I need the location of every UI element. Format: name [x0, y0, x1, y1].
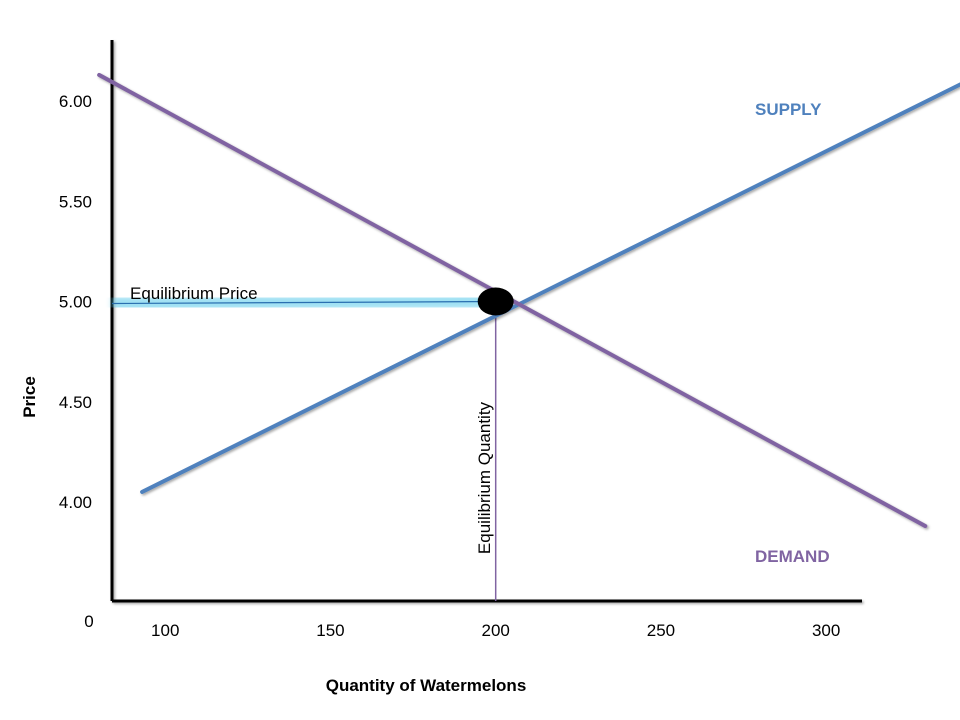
- x-tick-label: 150: [316, 621, 344, 640]
- equilibrium-price-guide: [111, 300, 496, 305]
- supply-label: SUPPLY: [755, 100, 822, 119]
- x-axis-title: Quantity of Watermelons: [326, 676, 527, 695]
- x-tick-label: 300: [812, 621, 840, 640]
- y-axis-title: Price: [20, 376, 39, 418]
- y-tick-label: 5.00: [59, 293, 92, 312]
- equilibrium-price-label: Equilibrium Price: [130, 284, 258, 303]
- x-tick-label: 250: [647, 621, 675, 640]
- x-tick-label: 100: [151, 621, 179, 640]
- y-tick-label: 5.50: [59, 192, 92, 211]
- y-tick-label: 4.00: [59, 493, 92, 512]
- demand-label: DEMAND: [755, 547, 830, 566]
- supply-line: [140, 82, 960, 494]
- equilibrium-quantity-label: Equilibrium Quantity: [475, 401, 494, 554]
- origin-label: 0: [84, 612, 93, 631]
- x-tick-label: 200: [482, 621, 510, 640]
- equilibrium-point: [477, 287, 514, 316]
- y-tick-label: 4.50: [59, 393, 92, 412]
- y-tick-label: 6.00: [59, 92, 92, 111]
